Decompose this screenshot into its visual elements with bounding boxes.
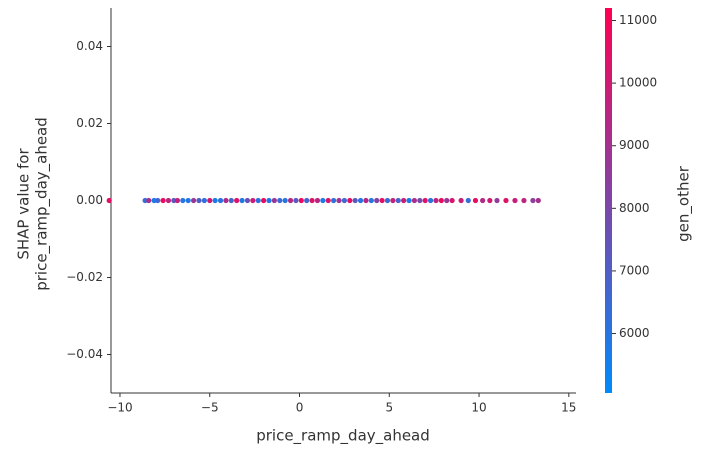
x-axis-label: price_ramp_day_ahead [256,427,430,446]
point [465,197,471,204]
x-tick-label: 0 [296,401,304,415]
point [171,197,177,204]
colorbar [605,8,612,393]
y-axis-label: SHAP value for [15,148,33,260]
point [250,197,256,204]
point [146,197,152,204]
y-tick-label: 0.02 [76,116,103,130]
colorbar-tick-label: 6000 [619,326,650,340]
y-tick-label: −0.04 [66,347,103,361]
point [417,197,423,204]
point [357,197,364,204]
point [228,197,234,204]
point [347,197,353,204]
point [530,197,536,204]
point [363,197,369,204]
point [174,197,181,204]
x-tick-label: −10 [107,401,132,415]
point [142,197,148,204]
point [379,197,385,204]
x-tick-label: 10 [471,401,486,415]
point [185,197,191,204]
point [449,197,455,204]
x-tick-label: −5 [201,401,219,415]
point [244,197,251,204]
point [196,197,202,204]
x-tick-label: 15 [561,401,576,415]
point [331,197,337,204]
point [406,197,412,204]
colorbar-tick-label: 11000 [619,13,657,27]
point [535,197,541,204]
point [207,197,213,204]
y-tick-label: 0.04 [76,39,103,53]
colorbar-tick-label: 7000 [619,263,650,277]
point [155,197,161,204]
point [106,197,112,204]
point [374,197,380,204]
point [304,197,310,204]
point [503,197,509,204]
point [165,197,172,204]
point [494,197,500,204]
point [160,197,166,204]
point [325,197,331,204]
point [487,197,493,204]
point [336,197,342,204]
point [472,197,479,204]
point [401,197,407,204]
colorbar-tick-label: 10000 [619,76,657,90]
point [368,197,374,204]
colorbar-tick-label: 8000 [619,201,650,215]
point [293,197,299,204]
point [438,197,444,204]
point [411,197,418,204]
point [320,197,326,204]
y-axis-label: price_ramp_day_ahead [33,117,52,291]
point [427,197,434,204]
point [390,197,396,204]
point [341,197,347,204]
point [212,197,218,204]
point [352,197,358,204]
point [277,197,283,204]
y-tick-label: −0.02 [66,270,103,284]
point [422,197,428,204]
point [458,197,464,204]
point [384,197,391,204]
colorbar-label: gen_other [675,165,694,242]
x-tick-label: 5 [385,401,393,415]
point [201,197,207,204]
point [309,197,315,204]
point [180,197,186,204]
point [433,197,439,204]
point [234,197,240,204]
point [217,197,224,204]
point [239,197,245,204]
point [287,197,294,204]
y-tick-label: 0.00 [76,193,103,207]
point [190,197,197,204]
point [480,197,486,204]
point [223,197,229,204]
point [314,197,321,204]
point [282,197,288,204]
point [395,197,401,204]
point [255,197,261,204]
point [512,197,518,204]
point [261,197,267,204]
point [444,197,450,204]
colorbar-tick-label: 9000 [619,138,650,152]
point [271,197,277,204]
point [266,197,272,204]
point [151,197,157,204]
point [298,197,304,204]
point [521,197,527,204]
